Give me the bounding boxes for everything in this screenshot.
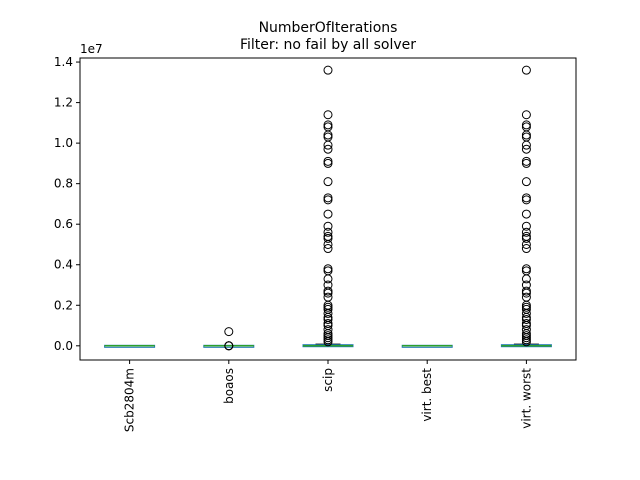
box-1 bbox=[104, 344, 156, 348]
outlier-point bbox=[521, 156, 531, 166]
outlier-point bbox=[521, 264, 531, 274]
outlier-point bbox=[323, 314, 333, 324]
outlier-point bbox=[521, 288, 531, 298]
outlier-point bbox=[323, 144, 333, 154]
outlier-point bbox=[323, 193, 333, 203]
box-3 bbox=[302, 65, 354, 348]
outlier-point bbox=[521, 274, 531, 284]
outlier-point bbox=[521, 266, 531, 276]
outlier-point bbox=[323, 288, 333, 298]
y-tick-label: 0.6 bbox=[54, 217, 73, 231]
y-tick-label: 1.4 bbox=[54, 55, 73, 69]
outlier-point bbox=[521, 337, 531, 347]
outlier-point bbox=[521, 239, 531, 249]
outlier-point bbox=[521, 140, 531, 150]
outlier-point bbox=[521, 314, 531, 324]
outlier-point bbox=[521, 308, 531, 318]
outlier-point bbox=[323, 110, 333, 120]
chart-title: NumberOfIterations bbox=[259, 20, 398, 36]
outlier-point bbox=[323, 130, 333, 140]
y-axis: 0.0 0.2 0.4 0.6 0.8 1.0 1.2 1.4 bbox=[54, 55, 80, 353]
outlier-point bbox=[323, 264, 333, 274]
outlier-point bbox=[323, 274, 333, 284]
outlier-point bbox=[323, 239, 333, 249]
outlier-point bbox=[323, 177, 333, 187]
y-tick-label: 0.0 bbox=[54, 339, 73, 353]
outlier-point bbox=[521, 158, 531, 168]
outlier-point bbox=[323, 195, 333, 205]
outlier-point bbox=[521, 193, 531, 203]
outlier-point bbox=[521, 144, 531, 154]
outlier-point bbox=[521, 65, 531, 75]
outlier-point bbox=[521, 132, 531, 142]
outlier-point bbox=[323, 337, 333, 347]
outlier-point bbox=[323, 158, 333, 168]
outlier-point bbox=[323, 221, 333, 231]
x-tick-label: scip bbox=[321, 368, 335, 392]
outlier-point bbox=[521, 233, 531, 243]
outlier-point bbox=[323, 308, 333, 318]
outlier-point bbox=[323, 122, 333, 132]
outlier-point bbox=[323, 233, 333, 243]
outlier-point bbox=[323, 120, 333, 130]
outlier-point bbox=[323, 140, 333, 150]
outlier-point bbox=[323, 132, 333, 142]
y-tick-label: 0.4 bbox=[54, 258, 73, 272]
box-4 bbox=[401, 344, 453, 348]
outlier-point bbox=[521, 122, 531, 132]
y-tick-label: 1.2 bbox=[54, 96, 73, 110]
box-2 bbox=[203, 327, 255, 351]
plot-frame bbox=[79, 57, 577, 361]
x-tick-label: virt. best bbox=[420, 368, 434, 422]
x-axis: Scb2804m boaos scip virt. best virt. worst bbox=[123, 360, 533, 432]
box-5 bbox=[500, 65, 552, 348]
outlier-point bbox=[521, 244, 531, 254]
outlier-point bbox=[521, 195, 531, 205]
outlier-point bbox=[323, 244, 333, 254]
outlier-point bbox=[323, 266, 333, 276]
chart-subtitle: Filter: no fail by all solver bbox=[240, 37, 416, 53]
y-tick-label: 1.0 bbox=[54, 136, 73, 150]
outlier-point bbox=[323, 65, 333, 75]
outlier-point bbox=[521, 227, 531, 237]
outlier-point bbox=[521, 120, 531, 130]
outlier-point bbox=[224, 341, 234, 351]
outlier-point bbox=[521, 130, 531, 140]
outlier-point bbox=[323, 156, 333, 166]
y-offset-label: 1e7 bbox=[80, 42, 103, 56]
outlier-point bbox=[521, 177, 531, 187]
outlier-point bbox=[521, 221, 531, 231]
x-tick-label: Scb2804m bbox=[123, 368, 137, 432]
outlier-point bbox=[521, 110, 531, 120]
outlier-point bbox=[323, 209, 333, 219]
x-tick-label: boaos bbox=[222, 368, 236, 404]
outlier-point bbox=[323, 227, 333, 237]
outlier-point bbox=[521, 209, 531, 219]
y-tick-label: 0.8 bbox=[54, 177, 73, 191]
outlier-point bbox=[224, 327, 234, 337]
y-tick-label: 0.2 bbox=[54, 298, 73, 312]
plot-area bbox=[104, 65, 552, 351]
x-tick-label: virt. worst bbox=[519, 368, 533, 429]
